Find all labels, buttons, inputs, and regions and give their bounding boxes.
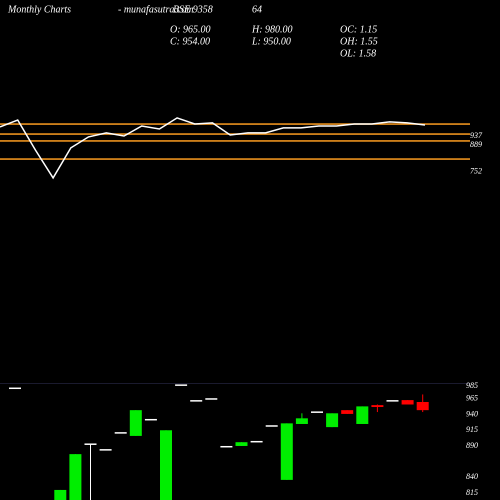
candle-body xyxy=(114,432,127,434)
candle-body xyxy=(235,442,248,446)
candle-body xyxy=(371,405,384,408)
level-label: 937 xyxy=(470,131,483,140)
candle-body xyxy=(386,400,399,402)
stat: O: 965.00 xyxy=(170,24,211,35)
candle-body xyxy=(265,425,278,427)
y-tick-label: 890 xyxy=(466,441,478,450)
stat: OC: 1.15 xyxy=(340,24,377,35)
candle-body xyxy=(416,401,429,411)
candle-body xyxy=(160,430,172,500)
candle-body xyxy=(280,423,293,480)
candle-body xyxy=(205,398,218,400)
candle-body xyxy=(341,410,354,414)
candle-body xyxy=(175,384,188,386)
y-tick-label: 915 xyxy=(466,425,478,434)
y-tick-label: 815 xyxy=(466,488,478,497)
candle-body xyxy=(326,413,339,428)
symbol: BSE 9358 xyxy=(173,4,213,15)
candle-body xyxy=(99,449,112,451)
level-label: 889 xyxy=(470,140,482,149)
y-tick-label: 940 xyxy=(466,409,478,418)
annotation: 64 xyxy=(252,4,262,15)
candle-body xyxy=(250,440,263,443)
candle-body xyxy=(311,411,323,413)
stat: L: 950.00 xyxy=(251,36,291,47)
y-tick-label: 840 xyxy=(466,472,478,481)
candle-body xyxy=(84,443,97,445)
candle-body xyxy=(190,400,203,402)
candle-body xyxy=(295,418,308,424)
stat: OH: 1.55 xyxy=(340,36,378,47)
level-label: 752 xyxy=(470,166,482,175)
candle-body xyxy=(144,418,157,421)
candle-body xyxy=(356,406,369,424)
candle-body xyxy=(69,454,82,500)
stat: H: 980.00 xyxy=(251,24,293,35)
candle-body xyxy=(220,445,233,448)
y-tick-label: 965 xyxy=(466,394,478,403)
price-line xyxy=(0,117,426,180)
stat: C: 954.00 xyxy=(170,36,210,47)
candle-body xyxy=(9,387,21,390)
stat: OL: 1.58 xyxy=(340,48,376,59)
chart-title: Monthly Charts xyxy=(7,4,71,15)
candle-body xyxy=(54,489,67,500)
candle-body xyxy=(401,400,414,405)
candle-body xyxy=(129,410,142,436)
y-tick-label: 985 xyxy=(466,381,478,390)
subtitle: - munafasutra.com xyxy=(118,4,194,15)
